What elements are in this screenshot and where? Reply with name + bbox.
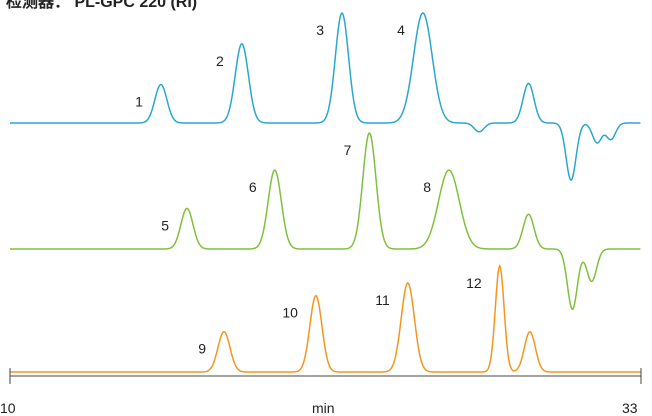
x-tick-label-start: 10 (0, 400, 16, 416)
peak-label: 11 (375, 292, 390, 308)
peak-label: 5 (161, 217, 169, 233)
series-line-2 (10, 132, 641, 311)
series-line-3 (10, 264, 641, 373)
x-axis-label: min (312, 400, 335, 416)
peak-label: 2 (216, 53, 224, 69)
peak-label: 3 (316, 22, 324, 38)
peak-label: 1 (135, 94, 143, 110)
peak-label: 12 (466, 275, 482, 291)
chart-title: 检测器： PL-GPC 220 (RI) (6, 0, 198, 11)
peak-label: 8 (423, 179, 431, 195)
series-line-1 (10, 12, 641, 181)
peak-label: 4 (397, 22, 405, 38)
peak-label: 10 (282, 305, 298, 321)
peak-label: 7 (344, 142, 352, 158)
peak-label: 9 (198, 341, 206, 357)
peak-label: 6 (249, 179, 257, 195)
x-tick-label-end: 33 (622, 400, 638, 416)
